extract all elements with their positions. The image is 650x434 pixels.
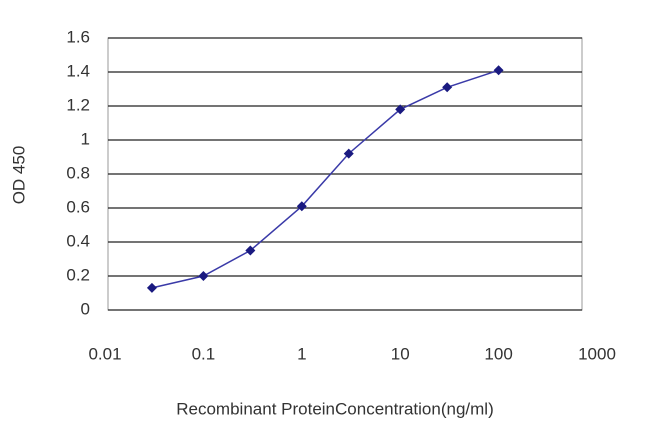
y-tick-label: 0.2 xyxy=(66,265,90,284)
data-point xyxy=(146,282,157,293)
y-tick-label: 1.4 xyxy=(66,61,90,80)
y-axis-label: OD 450 xyxy=(9,146,28,205)
data-line xyxy=(151,69,499,289)
y-tick-label: 0.6 xyxy=(66,197,90,216)
data-point xyxy=(245,245,256,256)
y-tick-label: 1.6 xyxy=(66,27,90,46)
x-tick-label: 1 xyxy=(297,344,306,363)
data-point xyxy=(395,104,406,115)
y-tick-label: 0.4 xyxy=(66,231,90,250)
data-point xyxy=(343,148,354,159)
x-tick-label: 100 xyxy=(484,344,512,363)
x-tick-label: 0.01 xyxy=(88,344,121,363)
x-tick-label: 0.1 xyxy=(192,344,216,363)
x-tick-label: 1000 xyxy=(578,344,616,363)
x-tick-label: 10 xyxy=(391,344,410,363)
data-point xyxy=(493,65,504,76)
data-point xyxy=(296,201,307,212)
y-tick-label: 0 xyxy=(81,299,90,318)
data-point xyxy=(442,82,453,93)
x-axis-label: Recombinant ProteinConcentration(ng/ml) xyxy=(176,399,494,418)
y-tick-label: 0.8 xyxy=(66,163,90,182)
y-tick-label: 1.2 xyxy=(66,95,90,114)
y-tick-label: 1 xyxy=(81,129,90,148)
data-point xyxy=(198,271,209,281)
